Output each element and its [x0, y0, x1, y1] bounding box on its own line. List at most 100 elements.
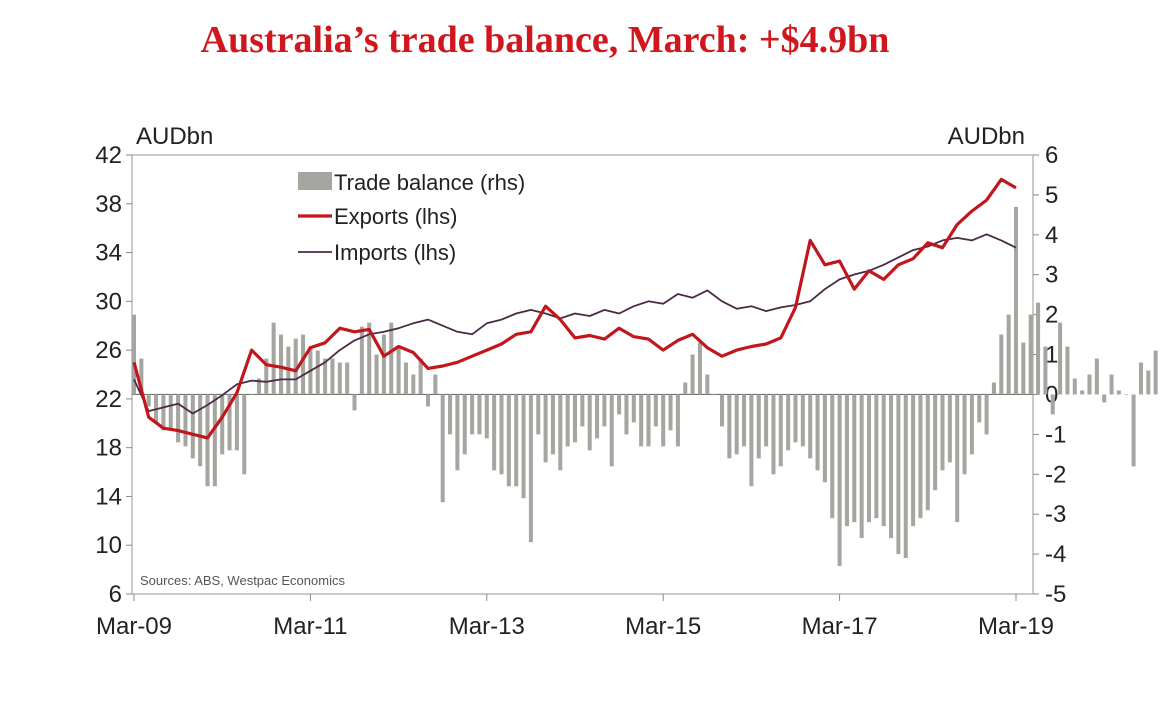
trade-balance-bar — [572, 394, 578, 443]
trade-balance-bar — [271, 322, 276, 395]
right-tick-label: -2 — [1045, 461, 1066, 488]
trade-balance-bar — [837, 394, 842, 567]
right-tick-label: 2 — [1045, 302, 1058, 329]
trade-balance-bar — [1043, 346, 1048, 395]
trade-balance-bar — [176, 394, 181, 443]
trade-balance-bar — [256, 378, 261, 395]
x-tick-label: Mar-19 — [978, 613, 1054, 640]
trade-balance-bar — [778, 394, 783, 467]
trade-balance-bar — [249, 394, 254, 396]
trade-balance-bar — [1146, 370, 1151, 395]
trade-balance-bar — [161, 394, 166, 431]
trade-balance-bar — [418, 358, 423, 395]
trade-balance-bar — [940, 394, 945, 471]
trade-balance-bar — [1080, 390, 1085, 395]
right-tick-label: -3 — [1045, 501, 1066, 528]
trade-balance-bar — [933, 394, 938, 491]
trade-balance-bar — [470, 394, 475, 435]
trade-balance-bar — [543, 394, 548, 463]
trade-balance-bar — [749, 394, 754, 487]
trade-balance-bar — [911, 394, 916, 527]
trade-balance-bar — [793, 394, 798, 443]
left-tick-label: 38 — [95, 191, 122, 218]
left-tick-label: 10 — [95, 532, 122, 559]
right-tick-label: -4 — [1045, 541, 1066, 568]
trade-balance-bar — [301, 334, 306, 395]
trade-balance-bar — [1087, 374, 1092, 395]
trade-balance-bar — [808, 394, 813, 459]
trade-balance-bar — [278, 334, 284, 395]
trade-balance-bar — [1065, 346, 1070, 395]
trade-balance-bar — [345, 362, 350, 395]
right-tick-label: 4 — [1045, 222, 1058, 249]
trade-balance-bar — [315, 350, 320, 395]
trade-balance-bar — [477, 394, 482, 435]
legend-label: Exports (lhs) — [334, 204, 457, 229]
trade-balance-bar — [484, 394, 489, 439]
trade-balance-bar — [786, 394, 791, 451]
trade-balance-bar — [1109, 374, 1114, 395]
trade-balance-bar — [1102, 394, 1107, 403]
trade-balance-bar — [359, 326, 364, 395]
trade-balance-bar — [984, 394, 989, 435]
left-tick-label: 22 — [95, 386, 122, 413]
trade-balance-bar — [234, 394, 239, 451]
legend-label: Imports (lhs) — [334, 240, 456, 265]
legend: Trade balance (rhs) Exports (lhs) Imports … — [298, 170, 525, 265]
trade-balance-bar — [440, 394, 445, 503]
x-tick-label: Mar-13 — [449, 613, 525, 640]
trade-balance-bar — [1021, 342, 1026, 395]
trade-balance-bar — [264, 358, 269, 395]
trade-balance-bar — [661, 394, 666, 447]
trade-balance-bar — [1028, 314, 1033, 395]
trade-balance-bar — [521, 394, 526, 499]
trade-balance-bar — [1131, 394, 1136, 467]
trade-balance-bar — [492, 394, 497, 471]
right-tick-label: 6 — [1045, 142, 1058, 169]
x-tick-label: Mar-11 — [273, 613, 347, 640]
trade-balance-bar — [675, 394, 680, 447]
trade-balance-bar — [962, 394, 967, 475]
trade-balance-bar — [146, 394, 151, 407]
trade-balance-bar — [609, 394, 614, 467]
trade-balance-bar — [830, 394, 835, 519]
trade-balance-bar — [190, 394, 195, 459]
trade-balance-bar — [646, 394, 651, 447]
trade-balance-bar — [697, 342, 702, 395]
trade-balance-bar — [455, 394, 460, 471]
trade-balance-bar — [337, 362, 342, 395]
trade-balance-bar — [433, 374, 438, 395]
trade-balance-bar — [1058, 322, 1063, 395]
trade-balance-bar — [323, 358, 328, 395]
trade-balance-bar — [668, 394, 673, 431]
trade-balance-bar — [396, 346, 401, 395]
chart-title: Australia’s trade balance, March: +$4.9b… — [200, 19, 890, 61]
right-tick-label: -1 — [1045, 421, 1066, 448]
trade-balance-bar — [653, 394, 658, 427]
trade-balance-bar — [506, 394, 511, 487]
trade-balance-bar — [1094, 358, 1099, 395]
trade-balance-bar — [462, 394, 467, 455]
left-tick-label: 18 — [95, 435, 122, 462]
trade-balance-bar — [727, 394, 732, 459]
x-tick-label: Mar-17 — [802, 613, 878, 640]
trade-balance-bar — [580, 394, 585, 427]
trade-balance-bar — [918, 394, 923, 519]
trade-balance-bar — [389, 322, 394, 395]
trade-balance-bar — [712, 394, 717, 396]
trade-balance-bar — [367, 322, 372, 395]
left-tick-label: 30 — [95, 288, 122, 315]
trade-balance-bar — [859, 394, 864, 539]
trade-balance-bar — [1072, 378, 1077, 395]
trade-balance-bar — [528, 394, 533, 543]
trade-balance-bar — [742, 394, 747, 447]
trade-balance-bar — [734, 394, 739, 455]
trade-balance-bar — [822, 394, 827, 483]
legend-swatch-balance — [298, 172, 332, 190]
right-tick-label: 5 — [1045, 182, 1058, 209]
trade-balance-bar — [1050, 394, 1055, 415]
trade-balance-bar — [1153, 350, 1158, 395]
x-tick-label: Mar-15 — [625, 613, 701, 640]
left-tick-label: 26 — [95, 337, 122, 364]
